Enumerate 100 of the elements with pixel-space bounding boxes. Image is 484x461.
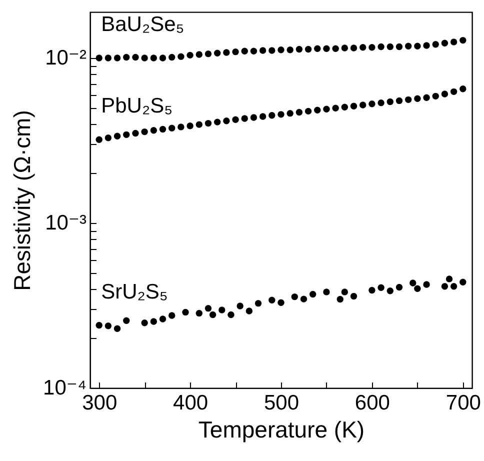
point xyxy=(132,54,139,61)
point xyxy=(123,131,130,138)
point xyxy=(278,111,284,118)
point xyxy=(378,284,384,291)
x-tick-label: 700 xyxy=(446,392,481,414)
point xyxy=(104,322,112,330)
point xyxy=(182,308,189,316)
point xyxy=(223,118,230,124)
point xyxy=(450,88,458,96)
point xyxy=(123,54,130,61)
point xyxy=(368,100,376,108)
point xyxy=(323,288,330,296)
point xyxy=(291,293,298,300)
point xyxy=(196,121,202,128)
point xyxy=(341,104,348,110)
point xyxy=(350,44,358,52)
point xyxy=(423,42,430,49)
point xyxy=(450,283,458,290)
point xyxy=(404,96,412,104)
point xyxy=(150,318,158,325)
point xyxy=(246,308,253,314)
point xyxy=(141,320,148,326)
point xyxy=(268,112,276,119)
point xyxy=(186,122,194,130)
point xyxy=(150,54,158,62)
point xyxy=(396,43,403,50)
point xyxy=(228,311,234,318)
point xyxy=(286,110,294,117)
point xyxy=(186,52,194,59)
point xyxy=(414,285,421,292)
point xyxy=(336,296,344,303)
point xyxy=(114,325,121,332)
point xyxy=(96,322,102,329)
point xyxy=(332,104,339,112)
point xyxy=(209,311,216,318)
series-label: BaU₂Se₅ xyxy=(101,12,184,36)
point xyxy=(300,296,308,302)
point xyxy=(159,316,166,322)
point xyxy=(341,44,348,52)
x-tick-label: 300 xyxy=(82,392,118,414)
point xyxy=(178,53,184,60)
point xyxy=(241,48,248,55)
point xyxy=(323,45,330,52)
point xyxy=(259,113,266,120)
point xyxy=(150,127,158,134)
point xyxy=(259,47,266,54)
point xyxy=(132,130,139,137)
point xyxy=(196,310,202,317)
point xyxy=(123,317,130,324)
point xyxy=(414,42,421,50)
point xyxy=(96,136,102,143)
point xyxy=(159,126,166,133)
point xyxy=(396,97,403,104)
point xyxy=(296,108,303,116)
point xyxy=(241,115,248,122)
point xyxy=(441,283,448,290)
point xyxy=(414,95,421,102)
point xyxy=(168,124,176,132)
y-tick-label: 10⁻² xyxy=(45,46,87,70)
point xyxy=(432,40,439,48)
point xyxy=(268,47,276,54)
point xyxy=(304,108,312,115)
y-axis-title: Resistivity (Ω·cm) xyxy=(9,110,36,291)
point xyxy=(360,102,366,108)
point xyxy=(350,292,358,300)
point xyxy=(168,312,176,319)
point xyxy=(410,280,416,286)
point xyxy=(159,54,166,62)
point xyxy=(341,288,348,296)
series-label: SrU₂S₅ xyxy=(101,280,168,304)
point xyxy=(278,46,284,54)
point xyxy=(441,90,448,98)
point xyxy=(223,49,230,56)
point xyxy=(314,106,321,114)
x-tick-label: 500 xyxy=(264,392,300,414)
point xyxy=(460,86,466,92)
point xyxy=(350,102,358,110)
point xyxy=(441,40,448,47)
y-tick-label: 10⁻³ xyxy=(45,212,87,234)
point xyxy=(360,44,366,51)
point xyxy=(423,281,430,288)
point xyxy=(460,36,466,44)
point xyxy=(204,50,212,58)
point xyxy=(286,46,294,54)
point xyxy=(368,286,376,294)
point xyxy=(141,54,148,62)
point xyxy=(386,98,394,106)
point xyxy=(236,302,244,310)
point xyxy=(214,50,221,56)
point xyxy=(178,124,184,130)
point xyxy=(368,44,376,51)
point xyxy=(450,38,458,46)
point xyxy=(114,132,121,140)
point xyxy=(218,306,226,314)
point xyxy=(196,51,202,58)
point xyxy=(141,128,148,136)
point xyxy=(423,94,430,101)
point xyxy=(232,116,239,123)
point xyxy=(304,46,312,53)
x-tick-label: 400 xyxy=(173,392,208,414)
